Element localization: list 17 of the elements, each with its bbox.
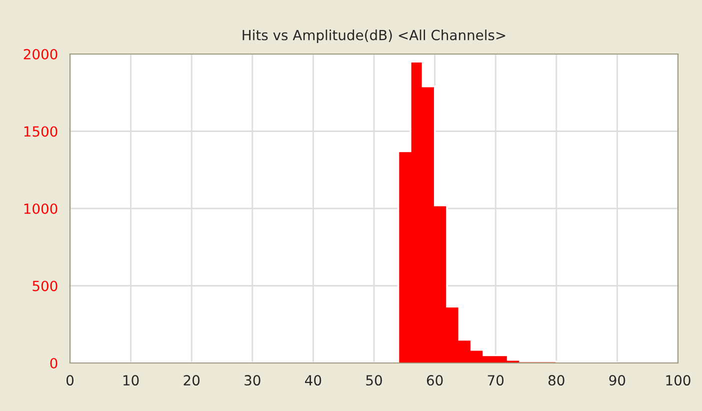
x-tick-label: 90 <box>609 375 626 386</box>
y-tick-label: 0 <box>50 358 58 368</box>
x-tick-label: 50 <box>366 375 382 386</box>
x-tick-label: 100 <box>666 375 690 386</box>
x-tick-label: 0 <box>66 375 74 386</box>
x-tick-label: 30 <box>244 375 260 386</box>
y-tick-label: 500 <box>32 280 58 292</box>
y-tick-label: 1000 <box>24 203 58 214</box>
x-tick-label: 10 <box>123 375 139 386</box>
x-tick-label: 20 <box>184 375 200 386</box>
y-tick-label: 1500 <box>24 126 58 137</box>
chart-title: Hits vs Amplitude(dB) <All Channels> <box>242 30 506 43</box>
x-tick-label: 80 <box>548 375 564 386</box>
y-tick-label: 2000 <box>24 48 58 60</box>
x-tick-label: 70 <box>488 375 504 386</box>
x-tick-label: 40 <box>305 375 322 386</box>
x-tick-label: 60 <box>426 375 443 386</box>
